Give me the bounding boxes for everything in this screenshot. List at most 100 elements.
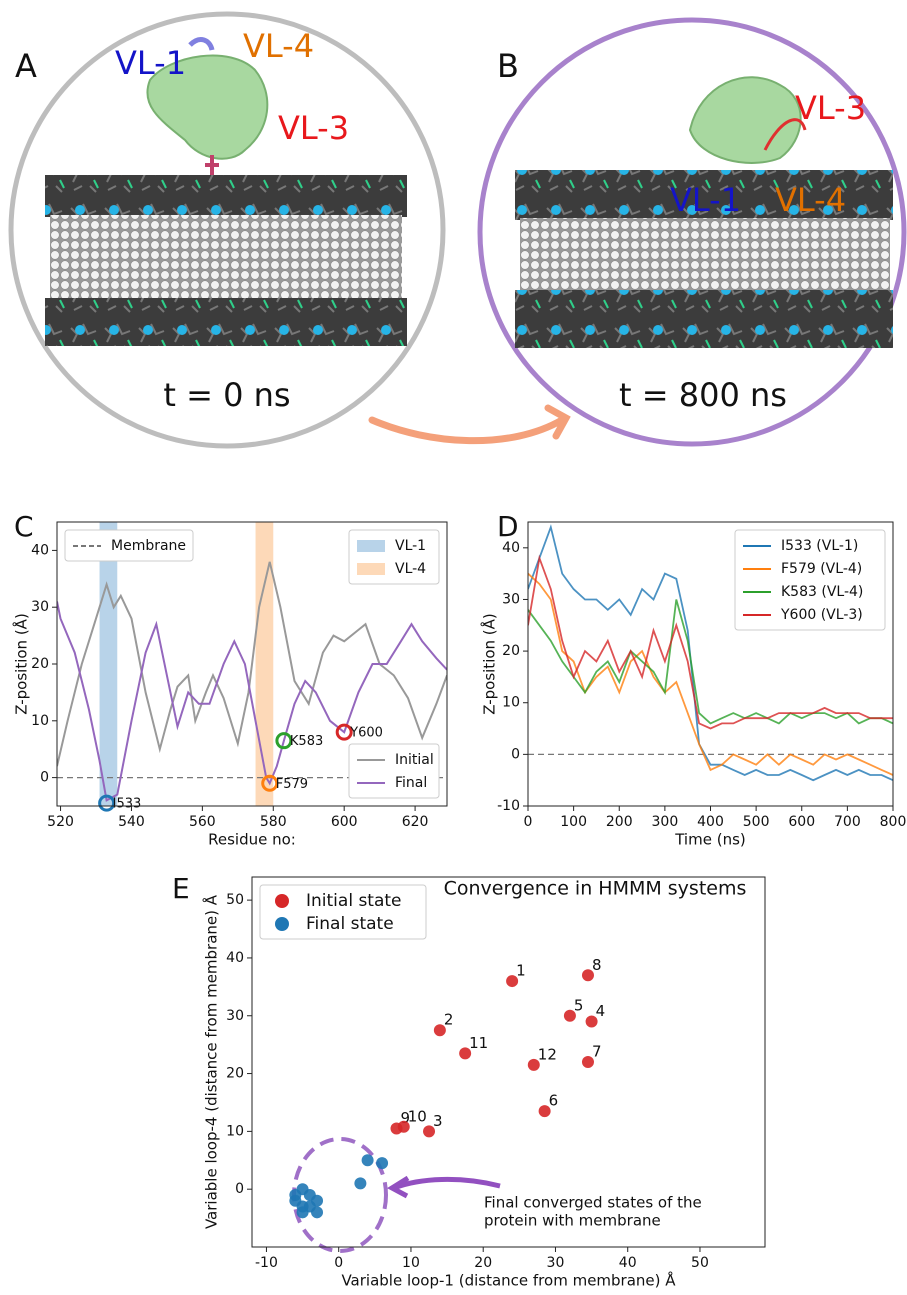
membrane-core — [520, 218, 890, 293]
membrane-top — [45, 175, 407, 217]
point — [376, 1157, 389, 1170]
x-tick-label: 700 — [834, 814, 861, 830]
y-tick-label: 20 — [31, 656, 49, 672]
y-tick-label: 10 — [31, 713, 49, 729]
x-tick-label: 620 — [402, 814, 429, 830]
y-tick-label: 40 — [502, 540, 520, 556]
annotation: protein with membrane — [484, 1212, 661, 1230]
series-line — [57, 561, 447, 767]
plot-area — [528, 524, 893, 782]
time-label: t = 0 ns — [163, 376, 290, 414]
x-tick-label: 30 — [547, 1255, 565, 1271]
y-tick-label: 0 — [511, 746, 520, 762]
y-tick-label: 0 — [40, 770, 49, 786]
legend-label: VL-4 — [395, 561, 426, 577]
y-tick-label: -10 — [497, 798, 520, 814]
x-tick-label: 20 — [474, 1255, 492, 1271]
x-tick-label: 50 — [691, 1255, 709, 1271]
loop-label: VL-4 — [775, 181, 846, 219]
point-label: 2 — [444, 1011, 454, 1029]
panel-label: E — [172, 872, 190, 905]
point — [538, 1105, 551, 1118]
x-tick-label: -10 — [255, 1255, 278, 1271]
x-tick-label: 800 — [880, 814, 907, 830]
legend-swatch — [275, 894, 289, 908]
x-tick-label: 0 — [524, 814, 533, 830]
y-tick-label: 30 — [502, 591, 520, 607]
point — [433, 1024, 446, 1037]
y-tick-label: 30 — [31, 599, 49, 615]
series-line — [528, 524, 893, 782]
point — [506, 975, 519, 988]
point — [581, 1056, 594, 1068]
x-tick-label: 400 — [697, 814, 724, 830]
y-axis-label: Z-position (Å) — [12, 613, 31, 715]
point-label: 11 — [469, 1034, 488, 1052]
x-tick-label: 600 — [788, 814, 815, 830]
panel-a: A VL-1 VL-4 VL-3 t = 0 ns — [8, 11, 446, 449]
loop-label: VL-3 — [795, 89, 866, 127]
legend-label: Initial state — [306, 891, 402, 911]
membrane-bottom — [515, 290, 893, 348]
point-label: 6 — [549, 1092, 559, 1110]
x-tick-label: 540 — [118, 814, 145, 830]
y-axis-label: Variable loop-4 (distance from membrane)… — [202, 894, 221, 1229]
y-tick-label: 40 — [226, 950, 244, 966]
y-tick-label: 20 — [226, 1066, 244, 1082]
point-label: 9 — [401, 1109, 411, 1127]
point-label: 3 — [433, 1112, 443, 1130]
point — [423, 1125, 436, 1138]
x-tick-label: 300 — [652, 814, 679, 830]
annotation-arrow — [387, 1175, 501, 1199]
point — [563, 1009, 576, 1022]
marker-label: I533 — [113, 797, 142, 812]
legend-label: I533 (VL-1) — [781, 538, 858, 554]
loop — [188, 37, 215, 51]
x-tick-label: 600 — [331, 814, 358, 830]
time-label: t = 800 ns — [619, 376, 787, 414]
loop-label: VL-4 — [243, 27, 314, 65]
x-tick-label: 0 — [334, 1255, 343, 1271]
point — [354, 1177, 367, 1190]
membrane-core — [50, 215, 402, 300]
membrane-top — [515, 170, 893, 220]
point-label: 8 — [592, 956, 602, 974]
time-arrow — [368, 404, 571, 445]
y-tick-label: 50 — [226, 892, 244, 908]
y-axis-label: Z-position (Å) — [480, 613, 499, 715]
region — [255, 522, 274, 806]
point — [361, 1154, 374, 1167]
loop-label: VL-1 — [115, 44, 186, 82]
x-tick-label: 200 — [606, 814, 633, 830]
region — [99, 522, 118, 806]
point-label: 10 — [408, 1107, 427, 1125]
point-label: 1 — [516, 962, 526, 980]
x-tick-label: 580 — [260, 814, 287, 830]
legend-label: F579 (VL-4) — [781, 561, 862, 577]
x-axis-label: Residue no: — [208, 831, 296, 849]
marker-label: F579 — [276, 777, 308, 792]
loop-label: VL-1 — [670, 181, 741, 219]
series-line — [528, 599, 893, 725]
legend-label: Final state — [306, 914, 394, 934]
point — [397, 1120, 410, 1133]
x-tick-label: 40 — [619, 1255, 637, 1271]
x-tick-label: 520 — [47, 814, 74, 830]
legend-box — [348, 743, 440, 799]
legend-label: Initial — [395, 752, 434, 768]
point — [527, 1058, 540, 1071]
legend-label: K583 (VL-4) — [781, 584, 863, 600]
panel-label: A — [15, 47, 37, 85]
membrane-bottom — [45, 298, 407, 346]
x-tick-label: 10 — [402, 1255, 420, 1271]
chart-title: Convergence in HMMM systems — [444, 878, 747, 900]
marker-label: Y600 — [349, 726, 383, 741]
y-tick-label: 10 — [502, 695, 520, 711]
marker — [98, 794, 116, 812]
marker — [261, 774, 279, 792]
point-label: 12 — [538, 1045, 557, 1063]
series-line — [528, 554, 893, 730]
legend-swatch — [275, 917, 289, 931]
panel-b: B VL-3 VL-1 VL-4 t = 800 ns — [477, 17, 907, 447]
